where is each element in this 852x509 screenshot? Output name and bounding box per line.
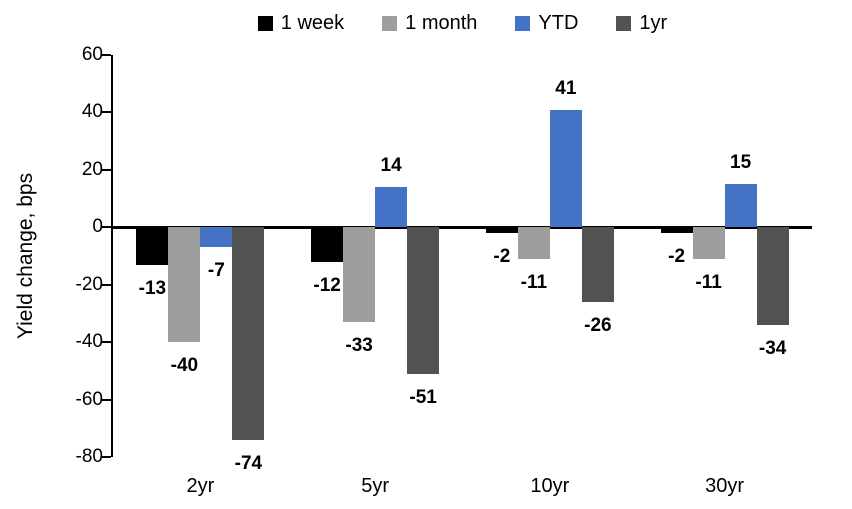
y-tick-mark (102, 283, 111, 286)
zero-baseline (113, 225, 812, 229)
y-tick-mark (102, 111, 111, 114)
x-category-label: 30yr (705, 475, 745, 497)
bar-1yr-10yr (581, 227, 614, 302)
bar-YTD-10yr (549, 109, 582, 228)
bar-1-month-10yr (517, 227, 550, 259)
bar-value-label: -11 (695, 271, 722, 293)
x-category-label: 5yr (361, 475, 390, 497)
bar-value-label: 14 (380, 155, 402, 177)
bar-value-label: -13 (138, 277, 167, 299)
bar-value-label: 15 (730, 152, 752, 174)
bar-value-label: -11 (520, 271, 548, 293)
y-tick-mark (102, 398, 111, 401)
legend-swatch-icon (382, 15, 398, 31)
y-tick-label: 40 (81, 101, 103, 123)
bar-value-label: 41 (555, 77, 577, 99)
legend-item-1-week: 1 week (257, 12, 345, 34)
bar-value-label: -51 (409, 386, 437, 408)
y-axis-title: Yield change, bps (14, 172, 37, 340)
bar-1-week-30yr (660, 227, 693, 234)
bar-YTD-30yr (724, 184, 757, 228)
y-tick-mark (102, 226, 111, 229)
bar-1-week-5yr (311, 227, 344, 262)
chart-legend: 1 week 1 month YTD 1yr (113, 8, 812, 38)
y-tick-mark (102, 341, 111, 344)
bar-1-month-2yr (168, 227, 201, 343)
bar-value-label: -7 (207, 260, 225, 282)
bar-YTD-2yr (200, 227, 233, 248)
bar-value-label: -2 (493, 246, 511, 268)
legend-swatch-icon (257, 15, 273, 31)
bar-1-month-5yr (343, 227, 376, 323)
bar-value-label: -2 (668, 246, 686, 268)
y-axis-line (111, 55, 113, 457)
y-tick-label: -20 (75, 273, 103, 295)
legend-label: 1 month (405, 12, 478, 34)
y-tick-label: 20 (81, 158, 103, 180)
legend-item-1yr: 1yr (616, 13, 667, 33)
y-tick-mark (102, 168, 111, 171)
legend-label: YTD (538, 12, 579, 34)
bar-1yr-5yr (407, 227, 440, 374)
y-tick-label: 60 (81, 44, 103, 65)
legend-swatch-icon (515, 15, 531, 31)
y-tick-label: -80 (75, 446, 103, 467)
legend-label: 1yr (639, 12, 668, 34)
y-tick-label: -40 (75, 331, 103, 353)
bar-1yr-30yr (756, 227, 789, 325)
legend-item-1-month: 1 month (382, 13, 477, 33)
legend-label: 1 week (280, 12, 345, 34)
y-tick-mark (102, 456, 111, 458)
bar-1-month-30yr (692, 227, 725, 259)
bar-value-label: -40 (170, 355, 199, 377)
bar-value-label: -34 (758, 337, 787, 359)
bar-1-week-2yr (136, 227, 169, 265)
bar-1-week-10yr (485, 227, 518, 234)
bar-1yr-2yr (232, 227, 265, 440)
x-category-label: 10yr (530, 475, 570, 497)
y-tick-label: 0 (92, 216, 103, 238)
legend-item-YTD: YTD (515, 13, 578, 33)
bar-value-label: -33 (345, 335, 373, 357)
y-tick-label: -60 (75, 388, 103, 410)
bar-YTD-5yr (375, 187, 408, 228)
x-category-label: 2yr (186, 475, 215, 497)
bar-value-label: -26 (584, 314, 612, 336)
y-tick-mark (102, 54, 111, 56)
bar-value-label: -12 (313, 274, 341, 296)
bar-value-label: -74 (234, 452, 263, 474)
legend-swatch-icon (616, 15, 632, 31)
